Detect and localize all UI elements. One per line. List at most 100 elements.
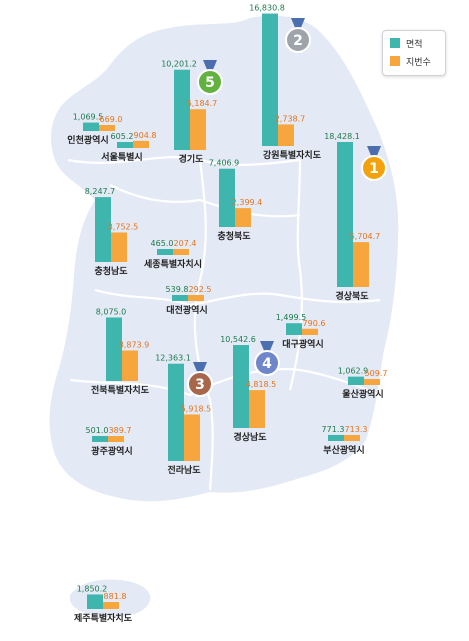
value-label-lots-ulsan: 509.7 [365, 369, 388, 378]
bar-lots-jeju [103, 602, 119, 609]
medal-ribbon-icon [260, 341, 274, 353]
value-label-area-sejong: 465.0 [151, 239, 174, 248]
value-label-area-daegu: 1,499.5 [276, 313, 307, 322]
value-label-lots-daejeon: 292.5 [189, 285, 212, 294]
rank-medal-gyeongbuk: 1 [361, 146, 387, 181]
bar-area-gwangju [92, 436, 108, 442]
value-label-lots-gyeongnam: 4,818.5 [246, 380, 277, 389]
region-label-gyeongbuk: 경상북도 [335, 290, 369, 302]
value-label-area-incheon: 1,069.5 [73, 113, 104, 122]
bars-layer [83, 13, 380, 609]
value-label-area-jeju: 1,850.2 [77, 584, 108, 593]
value-label-lots-chungbuk: 2,399.4 [232, 198, 263, 207]
bar-area-ulsan [348, 376, 364, 385]
medal-ribbon-icon [203, 60, 217, 72]
medal-rank-label: 2 [293, 33, 303, 49]
value-label-area-ulsan: 1,062.9 [338, 367, 369, 376]
region-label-ulsan: 울산광역시 [342, 388, 383, 400]
bar-lots-jeonbuk [122, 350, 138, 381]
value-label-area-seoul: 605.2 [111, 132, 134, 141]
medal-rank-label: 3 [195, 377, 205, 393]
medal-rank-label: 4 [262, 356, 272, 372]
bar-area-daejeon [172, 295, 188, 301]
legend: 면적 지번수 [382, 30, 446, 76]
bar-area-gyeongnam [233, 345, 249, 428]
medal-icon [285, 27, 311, 53]
region-label-gyeonggi: 경기도 [179, 153, 205, 165]
bar-lots-sejong [173, 249, 189, 255]
legend-swatch-area [390, 38, 400, 48]
border-north [67, 156, 301, 167]
value-label-lots-jeonbuk: 3,873.9 [119, 341, 150, 350]
region-label-jeju: 제주특별자치도 [74, 612, 133, 624]
legend-item-area: 면적 [390, 37, 445, 50]
value-label-area-jeonnam: 12,363.1 [155, 354, 191, 363]
bar-lots-gangwon [278, 124, 294, 146]
value-label-lots-chungnam: 3,752.5 [108, 222, 139, 231]
medal-ribbon-icon [193, 362, 207, 374]
rank-medal-gangwon: 2 [285, 18, 311, 53]
bar-area-chungbuk [219, 168, 235, 227]
value-label-area-gyeonggi: 10,201.2 [161, 60, 197, 69]
value-label-area-gangwon: 16,830.8 [249, 4, 285, 13]
bar-area-incheon [83, 122, 99, 131]
medal-icon [361, 155, 387, 181]
value-label-lots-sejong: 207.4 [174, 239, 197, 248]
bar-lots-chungnam [111, 232, 127, 262]
medal-rank-label: 1 [369, 161, 379, 177]
legend-label-lots: 지번수 [406, 57, 431, 68]
value-label-area-jeonbuk: 8,075.0 [96, 307, 127, 316]
medals-layer: 5 2 1 3 4 [187, 18, 387, 397]
value-label-area-daejeon: 539.8 [166, 285, 189, 294]
medal-icon [187, 371, 213, 397]
value-label-lots-jeonnam: 5,918.5 [181, 404, 212, 413]
legend-label-area: 면적 [406, 39, 423, 50]
bar-area-gangwon [262, 13, 278, 147]
value-label-area-gyeongnam: 10,542.6 [220, 335, 256, 344]
bar-area-seoul [117, 142, 133, 148]
border-west [109, 184, 301, 218]
region-label-jeonnam: 전라남도 [167, 464, 201, 476]
bar-lots-incheon [99, 125, 115, 131]
bar-area-busan [328, 434, 344, 441]
bar-area-chungnam [95, 197, 111, 262]
rank-medal-gyeongnam: 4 [254, 341, 280, 376]
value-label-lots-incheon: 669.0 [100, 115, 123, 124]
bar-lots-ulsan [364, 379, 380, 385]
bar-lots-gwangju [108, 436, 124, 442]
legend-item-lots: 지번수 [390, 55, 445, 68]
region-label-daegu: 대구광역시 [282, 338, 323, 350]
region-label-gangwon: 강원특별자치도 [263, 149, 322, 161]
legend-swatch-lots [390, 56, 400, 66]
bar-area-jeonnam [168, 363, 184, 461]
rank-medal-jeonnam: 3 [187, 362, 213, 397]
border-vertical-2 [288, 159, 304, 391]
bar-area-gyeongbuk [337, 142, 353, 287]
border-vertical-1 [193, 159, 214, 491]
value-label-lots-jeju: 881.8 [104, 592, 127, 601]
value-label-lots-daegu: 790.6 [303, 319, 326, 328]
medal-rank-label: 5 [205, 75, 215, 91]
province-borders [67, 156, 381, 491]
value-label-area-gwangju: 501.0 [86, 426, 109, 435]
bar-lots-jeonnam [184, 414, 200, 461]
value-label-area-chungbuk: 7,406.9 [209, 159, 240, 168]
value-label-area-busan: 771.3 [322, 425, 345, 434]
value-label-lots-gyeongbuk: 5,704.7 [350, 232, 381, 241]
region-label-busan: 부산광역시 [323, 444, 364, 456]
bar-lots-daegu [302, 328, 318, 335]
medal-icon [197, 69, 223, 95]
medal-icon [254, 350, 280, 376]
border-south [69, 368, 381, 397]
region-label-chungbuk: 충청북도 [217, 230, 251, 242]
region-label-seoul: 서울특별시 [101, 151, 142, 163]
value-label-lots-busan: 713.3 [345, 425, 368, 434]
region-label-sejong: 세종특별자치시 [144, 258, 202, 270]
value-label-lots-seoul: 904.8 [134, 131, 157, 140]
bar-area-jeonbuk [106, 317, 122, 381]
bar-lots-chungbuk [235, 208, 251, 227]
region-label-daejeon: 대전광역시 [166, 304, 207, 316]
